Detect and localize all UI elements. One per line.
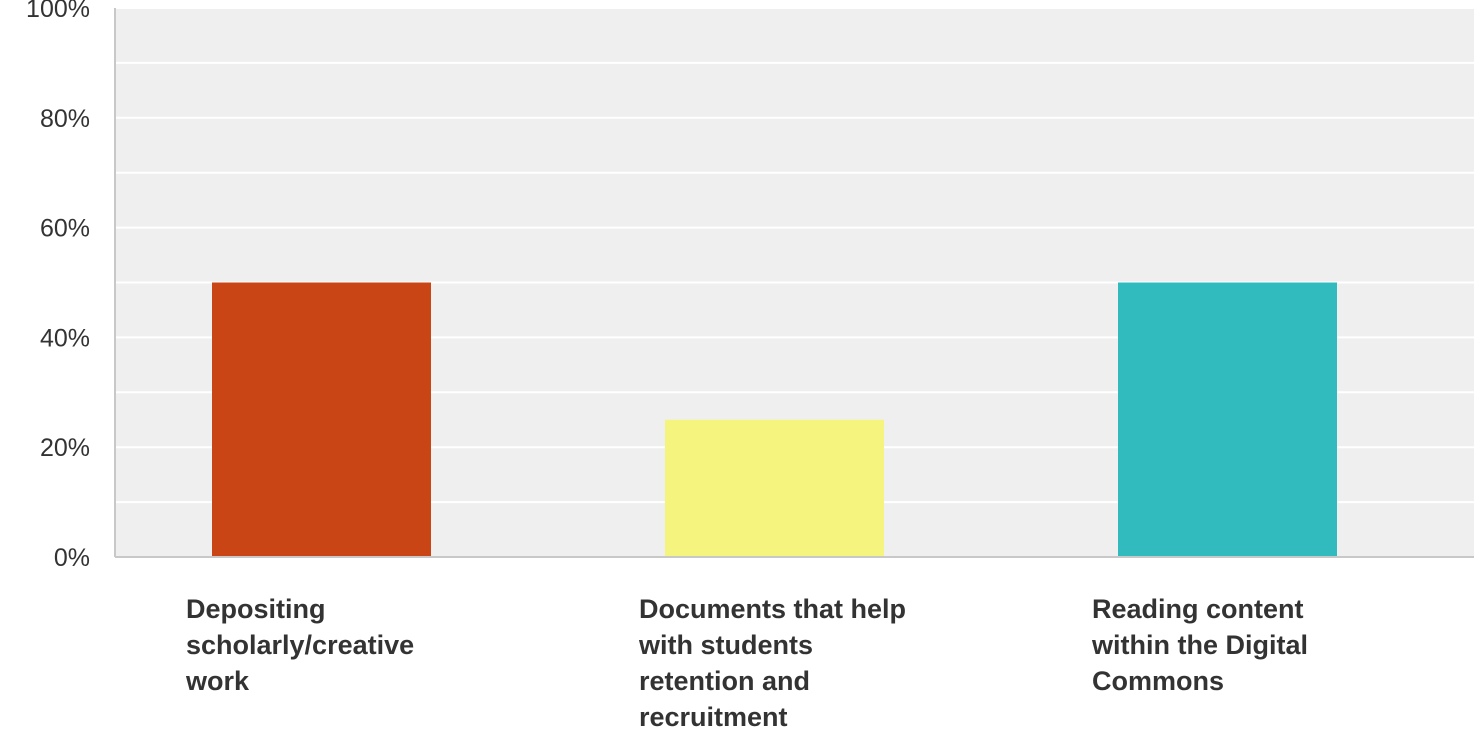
y-tick-label: 20% [40,434,90,462]
x-category-labels: Depositing scholarly/creative work Document… [185,594,1308,732]
y-tick-label: 40% [40,324,90,352]
x-category-label: Reading content within the Digital Commons [1091,594,1308,696]
y-tick-label: 100% [26,0,90,23]
x-category-label: Depositing scholarly/creative work [185,594,414,696]
y-tick-labels: 0% 20% 40% 60% 80% 100% [26,0,90,572]
y-tick-label: 0% [54,544,90,572]
x-category-label: Documents that help with students retentio… [638,594,906,732]
y-tick-label: 80% [40,105,90,133]
bar [212,282,431,557]
y-tick-label: 60% [40,215,90,243]
bars [212,282,1337,557]
bar [665,419,884,557]
bar [1118,282,1337,557]
